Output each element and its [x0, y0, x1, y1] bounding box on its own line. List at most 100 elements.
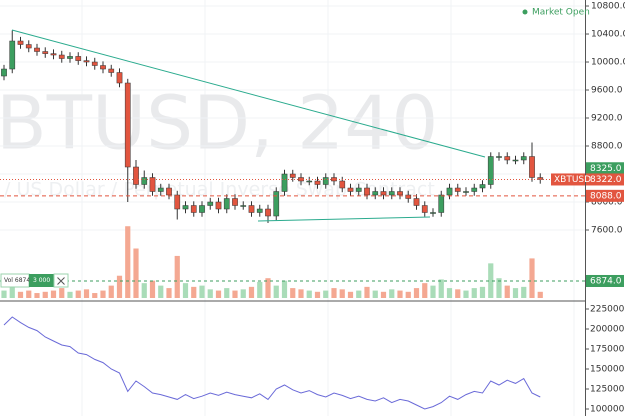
- candle-body: [504, 156, 511, 161]
- volume-bar: [479, 286, 486, 298]
- candle-body: [430, 212, 436, 214]
- candle-body: [355, 187, 362, 192]
- candle-body: [463, 191, 469, 193]
- candle-body: [116, 72, 123, 84]
- volume-bar: [207, 289, 213, 298]
- candle-body: [108, 68, 115, 73]
- candle-body: [91, 61, 98, 66]
- price-tag-label: 8325.0: [590, 164, 622, 174]
- volume-bar: [174, 255, 180, 298]
- volume-bar: [529, 258, 535, 298]
- volume-bar: [405, 291, 411, 298]
- candle-body: [512, 159, 519, 162]
- candle-body: [413, 198, 420, 206]
- candle-body: [50, 53, 57, 56]
- candle-body: [339, 180, 346, 189]
- price-tag-label: 8088.0: [590, 191, 622, 201]
- candle-body: [487, 156, 494, 185]
- volume-bar: [323, 290, 329, 298]
- symbol-tag: [551, 173, 585, 186]
- candle-body: [215, 201, 222, 210]
- volume-bar: [364, 286, 370, 298]
- candle-body: [166, 187, 172, 196]
- y2-tick-label: 20000000: [590, 325, 625, 335]
- candle-body: [479, 184, 486, 189]
- candle-body: [364, 187, 370, 196]
- volume-bar: [17, 291, 24, 298]
- volume-bar: [92, 293, 98, 298]
- candle-body: [58, 54, 65, 59]
- legend-box: [29, 274, 54, 287]
- candle-body: [471, 187, 478, 192]
- candle-body: [454, 187, 461, 192]
- price-tag: [586, 173, 624, 186]
- volume-bar: [298, 289, 304, 298]
- volume-bar: [182, 283, 189, 298]
- candle-body: [289, 173, 296, 178]
- candle-body: [520, 156, 527, 161]
- price-tag-label: 8322.0: [590, 175, 622, 185]
- candle-body: [496, 156, 502, 158]
- volume-bar: [232, 290, 238, 298]
- candle-body: [141, 177, 148, 185]
- candle-body: [133, 166, 139, 185]
- candle-body: [1, 68, 7, 77]
- y2-tick-label: 12500000: [590, 385, 625, 395]
- candle-body: [157, 187, 164, 192]
- y-tick-label: 9200.0: [591, 114, 623, 124]
- volume-bar: [149, 280, 156, 298]
- volume-bar: [67, 291, 73, 298]
- trend-line: [257, 216, 431, 222]
- volume-average-tag: [586, 274, 624, 287]
- volume-bar: [463, 290, 469, 298]
- candle-body: [83, 60, 90, 63]
- volume-bar: [50, 290, 57, 298]
- candle-body: [240, 205, 247, 207]
- volume-bar: [108, 285, 114, 298]
- candle-body: [265, 208, 271, 217]
- indicator-line: [3, 316, 541, 410]
- volume-bar: [75, 290, 81, 298]
- candle-body: [190, 205, 197, 213]
- grid: [81, 0, 575, 416]
- volume-bar: [372, 290, 378, 298]
- volume-bar: [430, 285, 436, 298]
- candle-body: [397, 191, 403, 196]
- candle-body: [149, 177, 156, 192]
- volume-bar: [438, 279, 444, 298]
- status: Market Open: [532, 8, 590, 18]
- volume-bar: [455, 289, 461, 298]
- volume-bar: [265, 278, 271, 298]
- candle-body: [306, 180, 313, 183]
- price-tag: [586, 162, 624, 175]
- volume-bar: [273, 285, 279, 298]
- volume-bar: [257, 281, 263, 298]
- y2-tick-label: 15000000: [590, 365, 625, 375]
- volume-bar: [133, 248, 139, 298]
- candle-body: [347, 187, 354, 192]
- volume-bar: [306, 290, 312, 298]
- volume-bar: [422, 283, 428, 298]
- candle-body: [182, 205, 189, 210]
- volume-bar: [471, 288, 477, 298]
- trend-line: [11, 29, 486, 158]
- volume-bar: [504, 285, 510, 298]
- volume-bar: [339, 289, 345, 298]
- volume-bar: [488, 263, 494, 298]
- watermark-subtitle: / US Dollar / Perpetual Inverse Swap Con…: [4, 179, 435, 201]
- volume-bar: [166, 288, 172, 298]
- y-tick-label: 10400.0: [591, 30, 625, 40]
- volume-bar: [397, 290, 403, 298]
- candle-body: [42, 51, 49, 54]
- candle-body: [273, 191, 280, 217]
- volume-bar: [240, 289, 246, 298]
- volume-bar: [521, 286, 527, 298]
- volume-bar: [331, 288, 337, 298]
- volume-bar: [199, 285, 205, 298]
- volume-bar: [413, 288, 420, 298]
- volume-legend: Vol 6874 3 000: [0, 273, 69, 288]
- y2-tick-label: 17500000: [590, 345, 625, 355]
- candle-body: [25, 44, 32, 49]
- candle-body: [100, 65, 106, 70]
